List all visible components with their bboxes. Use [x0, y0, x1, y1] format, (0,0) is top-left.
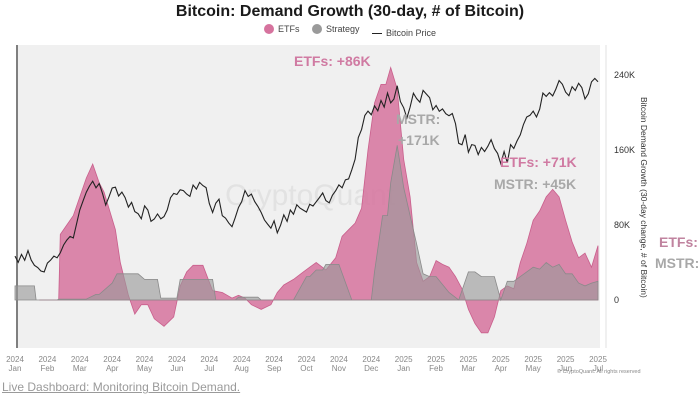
x-tick-year: 2024	[298, 355, 316, 364]
legend-item-bitcoin-price[interactable]: Bitcoin Price	[372, 28, 436, 38]
x-tick-month: Aug	[235, 364, 249, 373]
x-tick-month: Mar	[73, 364, 87, 373]
y-tick-label: 160K	[614, 145, 635, 155]
live-dashboard-link[interactable]: Live Dashboard: Monitoring Bitcoin Deman…	[2, 380, 241, 394]
annotation-etfs-may: ETFs: +71K	[500, 154, 577, 170]
series-strategy-area	[14, 145, 599, 302]
x-tick-year: 2024	[168, 355, 186, 364]
x-tick-month: Jun	[170, 364, 183, 373]
y-axis: 0 80K 160K 240K	[614, 70, 635, 305]
x-tick-month: Jan	[9, 364, 22, 373]
x-tick-year: 2025	[460, 355, 478, 364]
x-tick-year: 2024	[330, 355, 348, 364]
x-tick-month: Jul	[593, 364, 603, 373]
x-tick-month: Apr	[495, 364, 508, 373]
x-tick-year: 2024	[265, 355, 283, 364]
annotation-mstr-dec-label: MSTR:	[396, 111, 440, 127]
x-tick-year: 2024	[233, 355, 251, 364]
x-tick-month: Dec	[364, 364, 378, 373]
x-tick-month: May	[137, 364, 152, 373]
annotation-etfs-dec: ETFs: +86K	[294, 53, 371, 69]
annotation-mstr-may: MSTR: +45K	[494, 176, 576, 192]
x-tick-month: Feb	[429, 364, 443, 373]
x-tick-month: Feb	[40, 364, 54, 373]
x-tick-year: 2024	[71, 355, 89, 364]
strategy-dot-icon	[311, 24, 322, 34]
x-tick-year: 2025	[395, 355, 413, 364]
x-tick-year: 2024	[6, 355, 24, 364]
legend-label-bitcoin-price: Bitcoin Price	[386, 28, 437, 39]
x-tick-month: Apr	[106, 364, 119, 373]
x-tick-year: 2025	[427, 355, 445, 364]
legend-label-strategy: Strategy	[325, 24, 360, 34]
x-tick-month: May	[526, 364, 541, 373]
legend: ETFs Strategy Bitcoin Price	[0, 24, 700, 38]
chart-title: Bitcoin: Demand Growth (30-day, # of Bit…	[175, 3, 525, 20]
x-tick-month: Nov	[332, 364, 346, 373]
x-tick-year: 2025	[589, 355, 607, 364]
series-bitcoin-price-line	[14, 77, 599, 273]
legend-item-strategy[interactable]: Strategy	[311, 24, 360, 34]
y-tick-label: 0	[614, 295, 619, 305]
y-axis-label: Bitcoin Demand Growth (30-day change, # …	[639, 97, 649, 298]
x-tick-year: 2024	[38, 355, 56, 364]
series-layer	[14, 66, 599, 334]
x-tick-year: 2025	[492, 355, 510, 364]
x-tick-year: 2024	[200, 355, 218, 364]
x-tick-year: 2024	[362, 355, 380, 364]
x-tick-year: 2024	[103, 355, 121, 364]
etfs-dot-icon	[263, 24, 274, 34]
annotation-etfs-edge: ETFs:	[659, 234, 698, 250]
x-tick-year: 2025	[557, 355, 575, 364]
line-dash-icon	[372, 32, 383, 34]
x-tick-month: Jan	[397, 364, 410, 373]
x-tick-month: Jul	[204, 364, 214, 373]
y-tick-label: 240K	[614, 70, 635, 80]
x-tick-year: 2025	[524, 355, 542, 364]
x-tick-month: Jun	[559, 364, 572, 373]
annotation-mstr-edge: MSTR:	[655, 255, 699, 271]
x-tick-month: Sep	[267, 364, 282, 373]
x-tick-month: Oct	[300, 364, 313, 373]
x-axis: 2024Jan2024Feb2024Mar2024Apr2024May2024J…	[6, 355, 607, 373]
legend-item-etfs[interactable]: ETFs	[263, 24, 300, 34]
copyright-text: © CryptoQuant. All rights reserved	[557, 369, 641, 375]
x-tick-year: 2024	[136, 355, 154, 364]
y-tick-label: 80K	[614, 220, 630, 230]
annotation-mstr-dec-value: +171K	[398, 132, 440, 148]
x-tick-month: Mar	[462, 364, 476, 373]
legend-label-etfs: ETFs	[277, 24, 300, 34]
